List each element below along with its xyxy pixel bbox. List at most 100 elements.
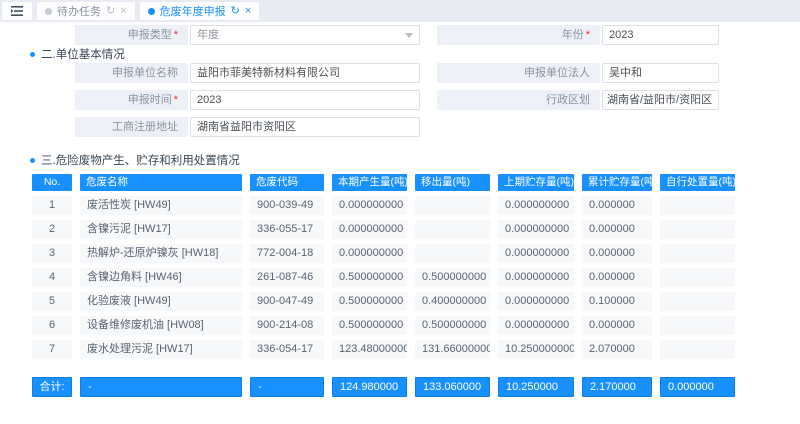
table-cell: 0.000000000: [498, 292, 574, 311]
table-cell: 含镍边角料 [HW46]: [80, 268, 242, 287]
declare-type-select[interactable]: 年度: [190, 25, 420, 45]
row-index: 5: [32, 292, 72, 311]
declare-time-input[interactable]: 2023: [190, 90, 420, 110]
table-cell: 261-087-46: [250, 268, 324, 287]
table-cell: 0.000000000: [332, 220, 407, 239]
table-cell: [660, 220, 735, 239]
table-cell: 2.070000: [582, 340, 652, 359]
table-cell: 900-047-49: [250, 292, 324, 311]
table-cell: 0.500000000: [332, 268, 407, 287]
table-cell: 0.000000000: [498, 316, 574, 335]
row-index: 2: [32, 220, 72, 239]
registered-address-label: 工商注册地址: [75, 117, 188, 137]
column-header-0: No.: [32, 174, 72, 191]
table-cell: 772-004-18: [250, 244, 324, 263]
table-cell: 0.500000000: [415, 268, 490, 287]
tab-hazwaste-annual-report[interactable]: 危废年度申报 ↻ ×: [139, 2, 260, 20]
table-cell: 废活性炭 [HW49]: [80, 196, 242, 215]
row-index: 4: [32, 268, 72, 287]
tab-status-dot: [147, 7, 155, 15]
column-header-7: 自行处置量(吨): [660, 174, 735, 191]
total-cell-2: -: [250, 377, 324, 397]
required-asterisk: *: [585, 29, 590, 41]
admin-region-label: 行政区划: [437, 90, 600, 110]
legal-person-label: 申报单位法人: [437, 63, 600, 83]
table-cell: 336-055-17: [250, 220, 324, 239]
total-cell-7: 0.000000: [660, 377, 735, 397]
tab-pending-tasks[interactable]: 待办任务 ↻ ×: [37, 2, 135, 20]
row-index: 7: [32, 340, 72, 359]
section-waste-info: 三.危险废物产生、贮存和利用处置情况: [30, 152, 240, 168]
row-index: 1: [32, 196, 72, 215]
column-header-2: 危废代码: [250, 174, 324, 191]
table-cell: 含镍污泥 [HW17]: [80, 220, 242, 239]
declare-type-value: 年度: [197, 29, 219, 41]
table-cell: 0.000000000: [498, 268, 574, 287]
table-cell: 131.660000000: [415, 340, 490, 359]
table-cell: 0.000000000: [332, 244, 407, 263]
tab-bar: 待办任务 ↻ × 危废年度申报 ↻ ×: [0, 0, 800, 22]
section-bullet-icon: [30, 51, 35, 57]
total-cell-3: 124.980000: [332, 377, 407, 397]
legal-person-input[interactable]: 吴中和: [602, 63, 719, 83]
table-cell: 123.480000000: [332, 340, 407, 359]
admin-region-input[interactable]: 湖南省/益阳市/资阳区: [602, 90, 719, 110]
table-cell: [415, 196, 490, 215]
registered-address-input[interactable]: 湖南省益阳市资阳区: [190, 117, 420, 137]
table-cell: 10.250000000: [498, 340, 574, 359]
column-header-5: 上期贮存量(吨): [498, 174, 574, 191]
table-cell: 0.500000000: [415, 316, 490, 335]
table-cell: 900-039-49: [250, 196, 324, 215]
section-title: 三.危险废物产生、贮存和利用处置情况: [41, 155, 240, 167]
declare-time-label: 申报时间 *: [75, 90, 188, 110]
row-index: 3: [32, 244, 72, 263]
table-cell: 0.000000000: [498, 244, 574, 263]
table-cell: 化验废液 [HW49]: [80, 292, 242, 311]
table-cell: 废水处理污泥 [HW17]: [80, 340, 242, 359]
unit-name-input[interactable]: 益阳市菲美特新材料有限公司: [190, 63, 420, 83]
refresh-icon[interactable]: ↻: [230, 4, 240, 17]
section-bullet-icon: [30, 157, 35, 163]
total-cell-4: 133.060000: [415, 377, 490, 397]
table-cell: [660, 268, 735, 287]
table-cell: [660, 292, 735, 311]
table-cell: [660, 196, 735, 215]
section-title: 二.单位基本情况: [41, 49, 125, 61]
column-header-1: 危废名称: [80, 174, 242, 191]
table-cell: 336-054-17: [250, 340, 324, 359]
tab-label: 待办任务: [57, 6, 101, 18]
unit-name-label: 申报单位名称: [75, 63, 188, 83]
column-header-4: 移出量(吨): [415, 174, 490, 191]
table-cell: 热解炉-还原炉镍灰 [HW18]: [80, 244, 242, 263]
required-asterisk: *: [173, 94, 178, 106]
table-cell: 900-214-08: [250, 316, 324, 335]
table-cell: [660, 316, 735, 335]
table-cell: 0.500000000: [332, 316, 407, 335]
year-input[interactable]: 2023: [602, 25, 719, 45]
row-index: 6: [32, 316, 72, 335]
declare-type-label: 申报类型 *: [75, 25, 188, 45]
tab-label: 危废年度申报: [159, 6, 226, 18]
table-cell: 0.000000: [582, 268, 652, 287]
table-cell: 0.000000: [582, 220, 652, 239]
refresh-icon[interactable]: ↻: [106, 4, 116, 17]
table-cell: 0.000000000: [332, 196, 407, 215]
menu-fold-button[interactable]: [2, 2, 32, 20]
close-icon[interactable]: ×: [120, 4, 127, 17]
tab-status-dot: [45, 7, 52, 15]
menu-fold-icon: [11, 6, 23, 16]
close-icon[interactable]: ×: [244, 4, 252, 17]
table-cell: 0.000000: [582, 316, 652, 335]
waste-table-total-row: 合计: - -124.980000 133.060000 10.250000 2.1700…: [32, 377, 735, 397]
table-cell: [660, 340, 735, 359]
table-cell: [415, 220, 490, 239]
chevron-down-icon: [405, 32, 413, 38]
table-cell: 0.000000000: [498, 196, 574, 215]
table-cell: 0.400000000: [415, 292, 490, 311]
total-cell-5: 10.250000: [498, 377, 574, 397]
column-header-6: 累计贮存量(吨): [582, 174, 652, 191]
year-label: 年份 *: [437, 25, 600, 45]
table-cell: 0.500000000: [332, 292, 407, 311]
table-cell: 设备维修废机油 [HW08]: [80, 316, 242, 335]
